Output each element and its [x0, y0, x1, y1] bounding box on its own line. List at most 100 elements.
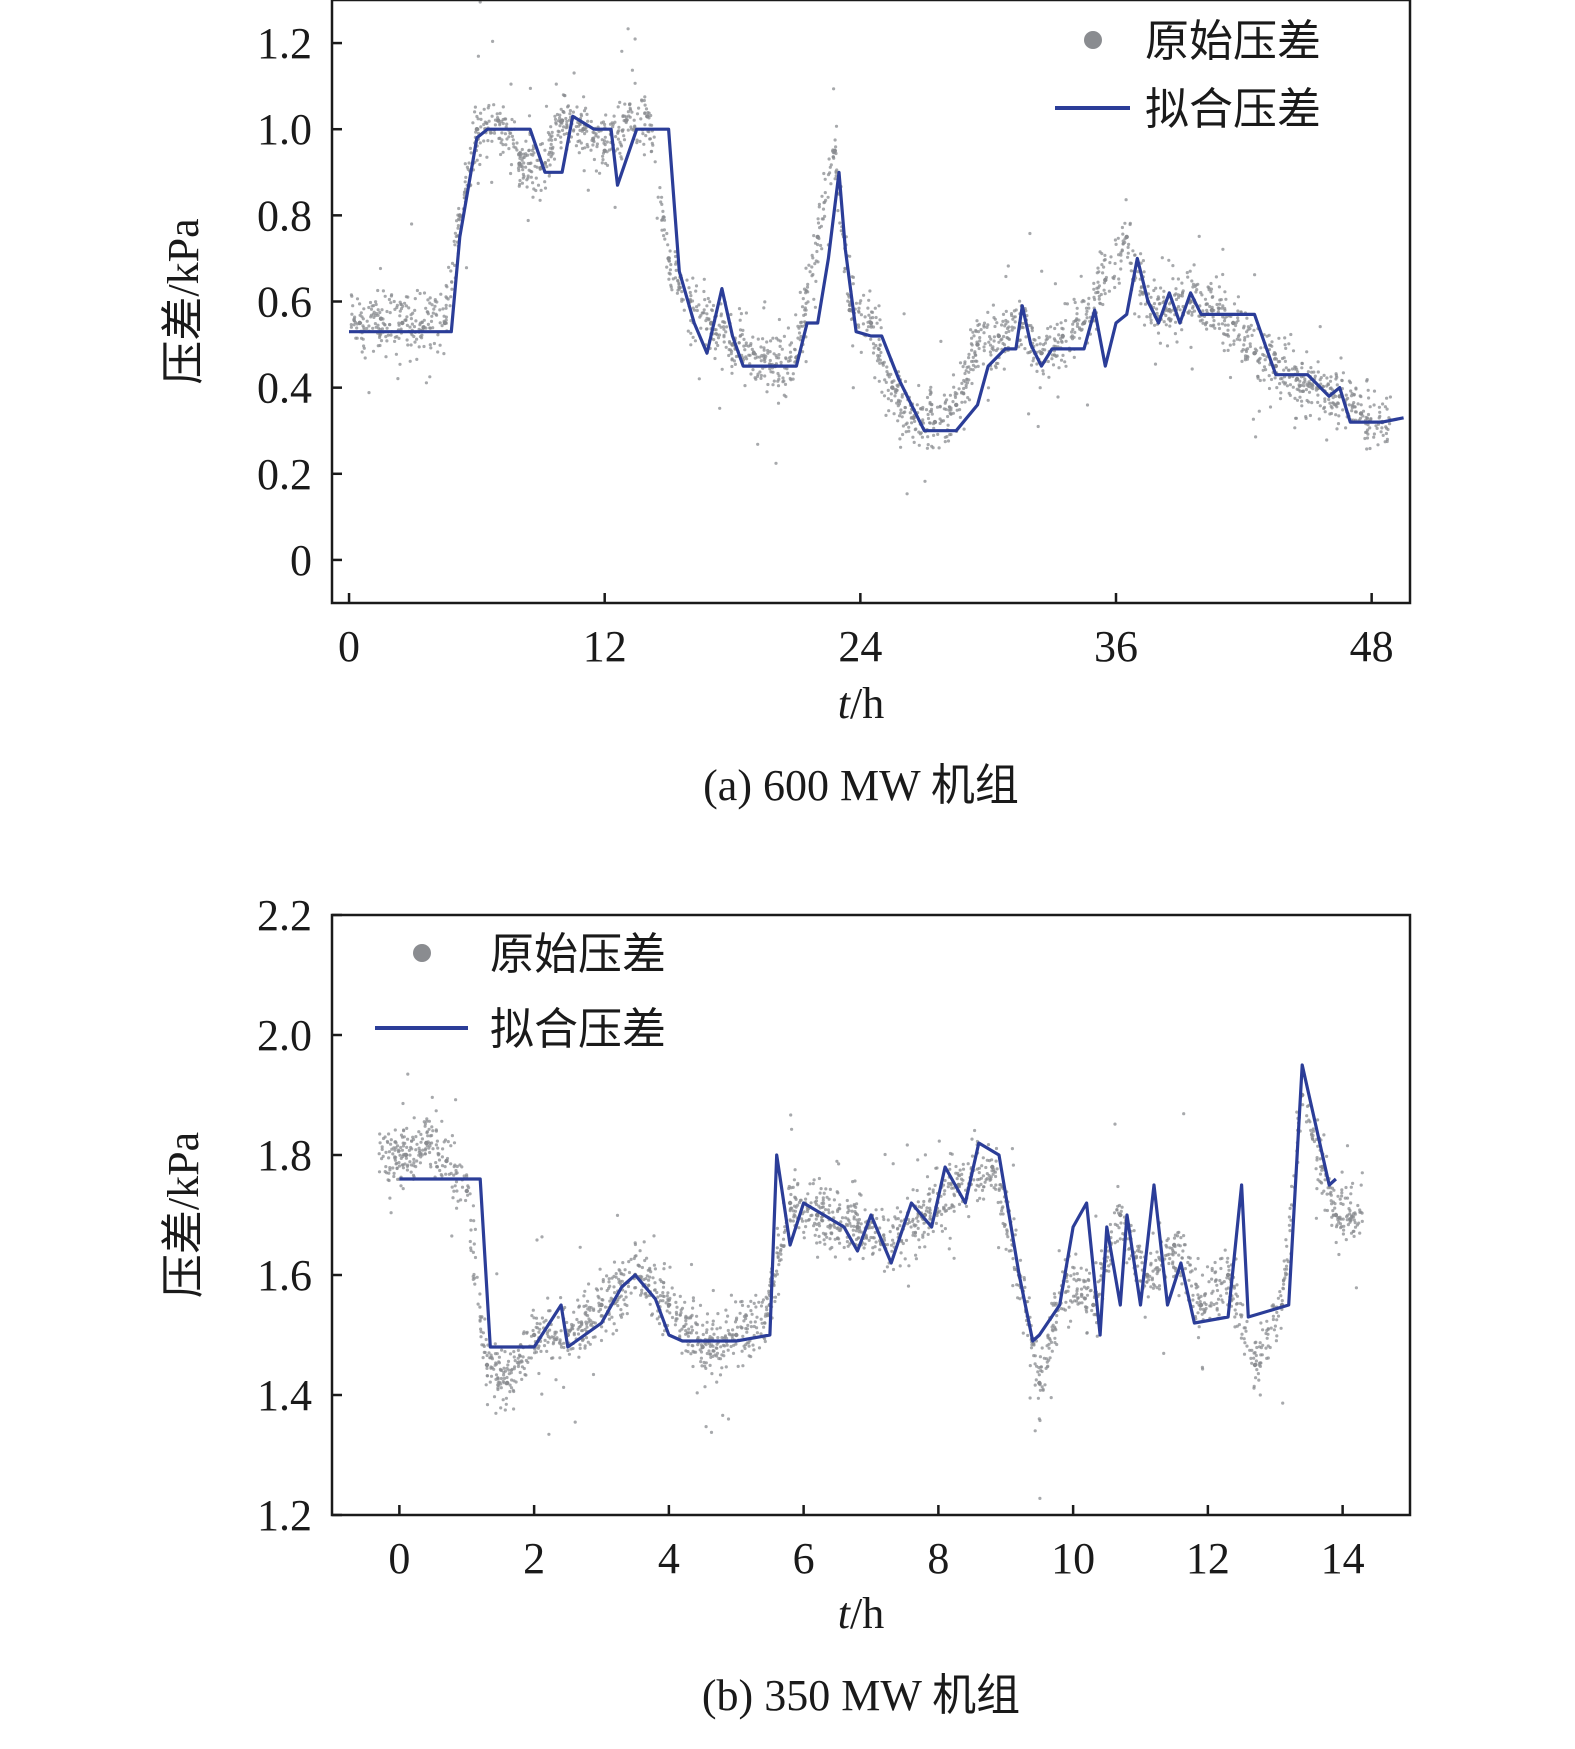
raw-point	[761, 337, 765, 341]
raw-point	[817, 205, 821, 209]
raw-point	[1171, 277, 1175, 281]
raw-point	[1198, 319, 1202, 323]
raw-point	[450, 1134, 454, 1138]
raw-point	[407, 306, 411, 310]
raw-point	[938, 404, 942, 408]
raw-point	[1041, 347, 1045, 352]
raw-point	[626, 27, 630, 31]
raw-point	[643, 95, 647, 99]
raw-point	[1269, 1326, 1273, 1330]
raw-point	[414, 1148, 418, 1152]
raw-point	[454, 1168, 458, 1173]
raw-point	[957, 1202, 962, 1206]
raw-point	[1347, 403, 1351, 407]
raw-point	[1323, 1208, 1327, 1212]
raw-point	[635, 141, 639, 145]
raw-point	[1053, 1341, 1057, 1345]
raw-point	[1021, 321, 1025, 326]
raw-point	[1150, 1276, 1154, 1280]
raw-point	[1002, 343, 1007, 347]
raw-point	[545, 165, 549, 169]
raw-point	[869, 1235, 873, 1240]
raw-point	[506, 1363, 510, 1367]
raw-point	[759, 345, 763, 349]
raw-point	[537, 1330, 541, 1334]
raw-point	[1365, 378, 1369, 382]
raw-point	[929, 385, 933, 389]
raw-point	[977, 1171, 981, 1175]
raw-point	[1132, 1229, 1136, 1233]
raw-point	[1089, 1288, 1093, 1292]
raw-point	[1270, 340, 1274, 344]
raw-point	[522, 1330, 526, 1334]
raw-point	[436, 350, 440, 354]
raw-point	[603, 1305, 608, 1309]
raw-point	[1046, 359, 1050, 364]
raw-point	[547, 174, 551, 178]
raw-point	[881, 1215, 885, 1219]
raw-point	[503, 1350, 507, 1354]
raw-point	[1055, 1314, 1059, 1318]
y-tick-label: 0.8	[257, 191, 312, 240]
raw-point	[1282, 1259, 1286, 1263]
raw-point	[733, 362, 738, 366]
raw-point	[508, 1383, 512, 1387]
raw-point	[1106, 1255, 1110, 1259]
raw-point	[1273, 356, 1277, 360]
raw-point	[589, 119, 593, 124]
raw-point	[440, 1164, 445, 1168]
raw-point	[1072, 1272, 1076, 1276]
raw-point	[1340, 1191, 1344, 1195]
raw-point	[763, 300, 767, 304]
raw-point	[690, 1328, 695, 1332]
raw-point	[692, 308, 697, 312]
raw-point	[722, 333, 726, 337]
raw-point	[417, 327, 421, 331]
raw-point	[705, 312, 709, 316]
raw-point	[626, 1284, 631, 1289]
raw-point	[361, 317, 365, 321]
raw-point	[741, 1334, 745, 1338]
raw-point	[565, 119, 569, 124]
raw-point	[576, 1327, 580, 1331]
raw-point	[405, 1164, 409, 1168]
raw-point	[991, 348, 996, 352]
raw-point	[1369, 417, 1373, 421]
raw-point	[1339, 1217, 1343, 1221]
raw-point	[982, 331, 986, 335]
raw-point	[430, 1095, 434, 1099]
raw-point	[791, 372, 795, 376]
raw-sample-point	[424, 1140, 429, 1146]
raw-point	[1074, 1279, 1078, 1283]
raw-point	[646, 1268, 650, 1272]
raw-point	[502, 1366, 506, 1370]
raw-point	[970, 343, 974, 347]
x-axis-var-a: t	[838, 679, 852, 728]
raw-point	[1309, 385, 1313, 389]
raw-point	[1236, 295, 1240, 299]
raw-point	[1092, 1313, 1096, 1317]
raw-point	[1356, 1203, 1360, 1208]
raw-point	[1082, 1285, 1086, 1289]
raw-point	[618, 100, 622, 104]
raw-point	[1385, 407, 1389, 411]
raw-point	[810, 265, 814, 269]
raw-point	[450, 280, 454, 284]
raw-point	[1331, 1209, 1335, 1213]
raw-point	[747, 1341, 751, 1345]
raw-point	[922, 1199, 926, 1204]
raw-point	[1000, 1206, 1004, 1210]
raw-point	[1013, 1233, 1017, 1237]
raw-point	[1165, 1245, 1169, 1249]
raw-point	[424, 1147, 428, 1151]
raw-point	[839, 229, 843, 233]
raw-point	[516, 166, 521, 170]
raw-point	[1227, 1264, 1231, 1268]
raw-point	[722, 340, 726, 344]
raw-point	[1117, 277, 1121, 281]
raw-point	[1253, 1351, 1257, 1355]
raw-point	[1003, 324, 1007, 328]
raw-point	[408, 359, 412, 363]
raw-point	[1232, 1284, 1236, 1288]
raw-point	[431, 326, 435, 330]
